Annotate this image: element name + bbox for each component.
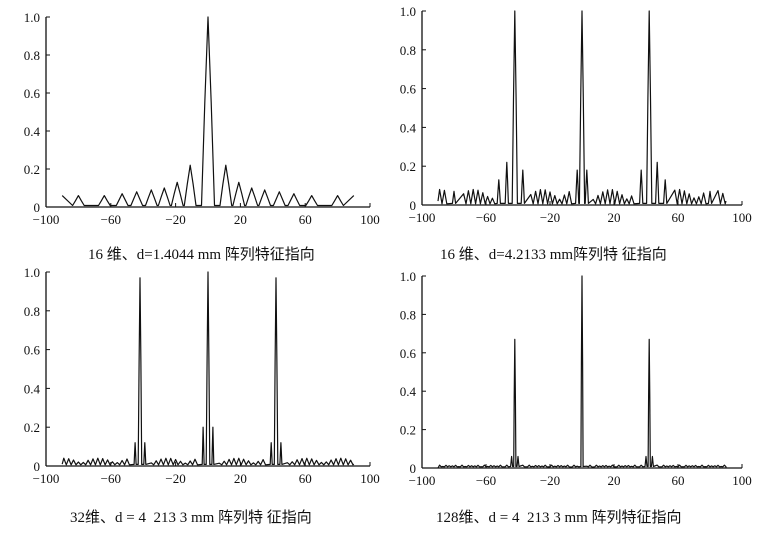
x-tick-label: 60 bbox=[672, 473, 685, 488]
pattern-curve bbox=[437, 10, 727, 205]
x-tick-label: 60 bbox=[299, 212, 312, 227]
y-tick-label: 0.8 bbox=[400, 43, 416, 58]
x-tick-label: −20 bbox=[540, 210, 560, 225]
x-tick-label: 100 bbox=[360, 471, 380, 486]
pattern-curve bbox=[61, 16, 355, 207]
x-tick-label: −100 bbox=[409, 473, 436, 488]
y-tick-label: 0.8 bbox=[400, 307, 416, 322]
x-tick-label: 20 bbox=[234, 212, 247, 227]
y-tick-label: 1.0 bbox=[24, 265, 40, 280]
x-tick-label: −60 bbox=[101, 471, 121, 486]
y-tick-label: 0 bbox=[34, 459, 41, 474]
x-tick-label: −100 bbox=[33, 471, 60, 486]
y-tick-label: 1.0 bbox=[400, 4, 416, 19]
caption-panel-1: 16 维、d=1.4044 mm 阵列特征指向 bbox=[88, 247, 315, 263]
x-tick-label: 60 bbox=[672, 210, 685, 225]
x-tick-label: −100 bbox=[409, 210, 436, 225]
y-tick-label: 0.8 bbox=[24, 304, 40, 319]
caption-panel-2: 16 维、d=4.2133 mm阵列特 征指向 bbox=[440, 247, 667, 263]
y-tick-label: 0.4 bbox=[24, 124, 41, 139]
y-tick-label: 0 bbox=[410, 461, 417, 476]
x-tick-label: −20 bbox=[540, 473, 560, 488]
y-tick-label: 0.4 bbox=[400, 120, 417, 135]
y-tick-label: 0.8 bbox=[24, 48, 40, 63]
x-tick-label: −20 bbox=[165, 471, 185, 486]
y-tick-label: 0.2 bbox=[24, 162, 40, 177]
y-tick-label: 1.0 bbox=[400, 269, 416, 284]
y-tick-label: 0.6 bbox=[24, 343, 41, 358]
x-tick-label: 20 bbox=[608, 210, 621, 225]
y-tick-label: 0.6 bbox=[400, 346, 417, 361]
x-tick-label: −20 bbox=[165, 212, 185, 227]
caption-panel-4: 128维、d = 4 213 3 mm 阵列特征指向 bbox=[436, 510, 682, 526]
y-tick-label: 0.6 bbox=[400, 82, 417, 97]
chart-panel-1: −100 −60 −20 20 60 100 0 0.2 0.4 0.6 0.8 1.0 bbox=[24, 10, 380, 227]
y-tick-label: 0.4 bbox=[24, 381, 41, 396]
x-tick-label: 60 bbox=[299, 471, 312, 486]
x-tick-label: 100 bbox=[732, 473, 752, 488]
y-tick-label: 0 bbox=[410, 198, 417, 213]
caption-panel-3: 32维、d = 4 213 3 mm 阵列特 征指向 bbox=[70, 510, 312, 526]
y-tick-label: 0.4 bbox=[400, 384, 417, 399]
x-tick-label: −60 bbox=[476, 473, 496, 488]
y-tick-label: 0.6 bbox=[24, 86, 41, 101]
y-tick-label: 0 bbox=[34, 200, 41, 215]
x-tick-label: 100 bbox=[732, 210, 752, 225]
x-tick-label: 20 bbox=[234, 471, 247, 486]
pattern-curve bbox=[61, 271, 355, 466]
y-tick-label: 1.0 bbox=[24, 10, 40, 25]
x-tick-label: −60 bbox=[476, 210, 496, 225]
x-tick-label: −100 bbox=[33, 212, 60, 227]
y-tick-label: 0.2 bbox=[400, 159, 416, 174]
chart-panel-3: −100 −60 −20 20 60 100 0 0.2 0.4 0.6 0.8 1.0 bbox=[24, 265, 380, 486]
x-tick-label: 100 bbox=[360, 212, 380, 227]
y-tick-label: 0.2 bbox=[400, 423, 416, 438]
pattern-curve bbox=[437, 275, 727, 469]
x-tick-label: −60 bbox=[101, 212, 121, 227]
y-tick-label: 0.2 bbox=[24, 420, 40, 435]
chart-panel-2: −100 −60 −20 20 60 100 0 0.2 0.4 0.6 0.8 1.0 bbox=[400, 4, 752, 225]
x-tick-label: 20 bbox=[608, 473, 621, 488]
chart-panel-4: −100 −60 −20 20 60 100 0 0.2 0.4 0.6 0.8 1.0 bbox=[400, 269, 752, 488]
